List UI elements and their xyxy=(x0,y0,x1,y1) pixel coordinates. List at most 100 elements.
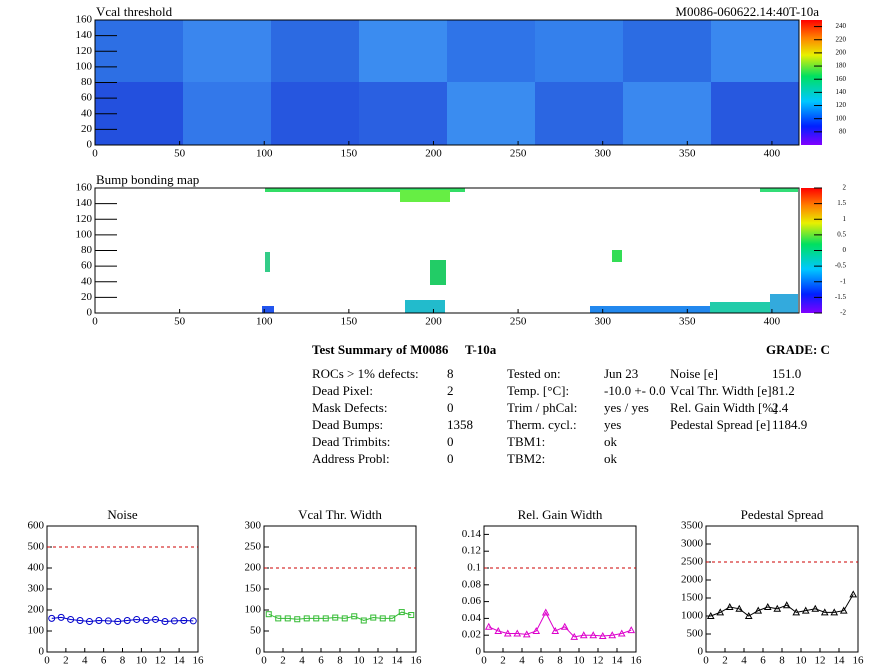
y-tick-label: 100 xyxy=(76,60,93,72)
marker xyxy=(275,615,282,622)
frame xyxy=(46,525,199,653)
summary-value: 81.2 xyxy=(772,383,795,398)
colorbar-label: 240 xyxy=(836,22,847,30)
y-tick-label: 20 xyxy=(81,123,93,135)
chart-title: Pedestal Spread xyxy=(741,507,824,522)
x-tick-label: 8 xyxy=(557,655,563,667)
x-tick-label: 14 xyxy=(392,655,404,667)
marker xyxy=(398,609,405,616)
series-line xyxy=(51,616,194,623)
summary-value: yes / yes xyxy=(604,400,649,415)
chart-title: Vcal Thr. Width xyxy=(298,507,382,522)
x-tick-label: 150 xyxy=(341,148,358,160)
y-tick-label: 0 xyxy=(256,646,262,658)
marker xyxy=(189,617,197,625)
x-tick-label: 50 xyxy=(174,316,186,328)
x-tick-label: 2 xyxy=(500,655,506,667)
y-tick-label: 60 xyxy=(81,92,93,104)
chart-title: Bump bonding map xyxy=(96,172,199,187)
x-tick-label: 4 xyxy=(299,655,305,667)
marker xyxy=(830,608,839,616)
marker xyxy=(332,614,339,621)
summary-value: yes xyxy=(604,417,621,432)
marker xyxy=(303,615,310,622)
x-tick-label: 8 xyxy=(779,655,785,667)
marker xyxy=(608,631,617,639)
x-tick-label: 6 xyxy=(101,655,107,667)
marker xyxy=(792,608,801,616)
marker xyxy=(142,617,150,624)
summary-label: TBM2: xyxy=(507,451,545,466)
x-tick-label: 400 xyxy=(764,148,781,160)
series-line xyxy=(710,594,854,617)
marker xyxy=(744,611,753,619)
marker xyxy=(820,608,829,616)
y-tick-label: 600 xyxy=(28,520,45,532)
marker xyxy=(351,613,358,620)
marker xyxy=(76,617,84,624)
x-tick-label: 150 xyxy=(341,316,358,328)
summary-value: Jun 23 xyxy=(604,366,638,381)
chart-title: Rel. Gain Width xyxy=(518,507,603,522)
colorbar-label: -1 xyxy=(840,277,846,285)
x-tick-label: 16 xyxy=(631,655,643,667)
marker xyxy=(773,604,782,612)
x-tick-label: 400 xyxy=(764,316,781,328)
x-tick-label: 100 xyxy=(256,148,273,160)
summary-label: Trim / phCal: xyxy=(507,400,577,415)
y-tick-label: 300 xyxy=(28,583,45,595)
marker xyxy=(284,615,291,622)
marker xyxy=(379,615,386,622)
marker xyxy=(494,626,503,634)
colorbar-label: -0.5 xyxy=(835,262,847,270)
summary-value: 151.0 xyxy=(772,366,801,381)
marker xyxy=(57,613,65,621)
colorbar-label: 80 xyxy=(839,127,847,135)
y-tick-label: 20 xyxy=(81,291,93,303)
marker xyxy=(617,629,626,637)
marker xyxy=(627,626,636,634)
x-tick-label: 12 xyxy=(593,655,604,667)
colorbar-label: 180 xyxy=(836,62,847,70)
y-tick-label: 100 xyxy=(245,604,262,616)
x-tick-label: 6 xyxy=(318,655,324,667)
marker xyxy=(513,629,522,637)
summary-label: Mask Defects: xyxy=(312,400,387,415)
y-tick-label: 0 xyxy=(39,646,45,658)
marker xyxy=(170,617,178,625)
y-tick-label: 160 xyxy=(76,182,93,194)
x-tick-label: 0 xyxy=(261,655,267,667)
frame xyxy=(705,525,859,653)
marker xyxy=(541,608,550,616)
y-tick-label: 80 xyxy=(81,244,93,256)
x-tick-label: 10 xyxy=(796,655,808,667)
y-tick-label: 200 xyxy=(28,604,45,616)
y-tick-label: 250 xyxy=(245,541,262,553)
marker xyxy=(294,616,301,623)
x-tick-label: 14 xyxy=(612,655,624,667)
summary-label: Dead Bumps: xyxy=(312,417,383,432)
colorbar xyxy=(801,20,822,145)
y-tick-label: 50 xyxy=(250,625,262,637)
marker xyxy=(48,614,56,622)
marker xyxy=(484,622,493,630)
y-tick-label: 500 xyxy=(28,541,45,553)
y-tick-label: 120 xyxy=(76,213,93,225)
y-tick-label: 0.06 xyxy=(462,595,482,607)
colorbar-label: 220 xyxy=(836,35,847,43)
y-tick-label: 3500 xyxy=(681,520,704,532)
x-tick-label: 12 xyxy=(815,655,826,667)
marker xyxy=(389,615,396,622)
summary-value: 2.4 xyxy=(772,400,789,415)
y-tick-label: 0 xyxy=(87,139,93,151)
x-tick-label: 0 xyxy=(44,655,50,667)
marker xyxy=(114,618,122,626)
y-tick-label: 0.12 xyxy=(462,545,481,557)
x-tick-label: 300 xyxy=(594,148,611,160)
summary-value: 1184.9 xyxy=(772,417,807,432)
summary-label: ROCs > 1% defects: xyxy=(312,366,419,381)
x-tick-label: 350 xyxy=(679,316,696,328)
x-tick-label: 16 xyxy=(411,655,423,667)
colorbar-label: 0.5 xyxy=(837,230,846,238)
